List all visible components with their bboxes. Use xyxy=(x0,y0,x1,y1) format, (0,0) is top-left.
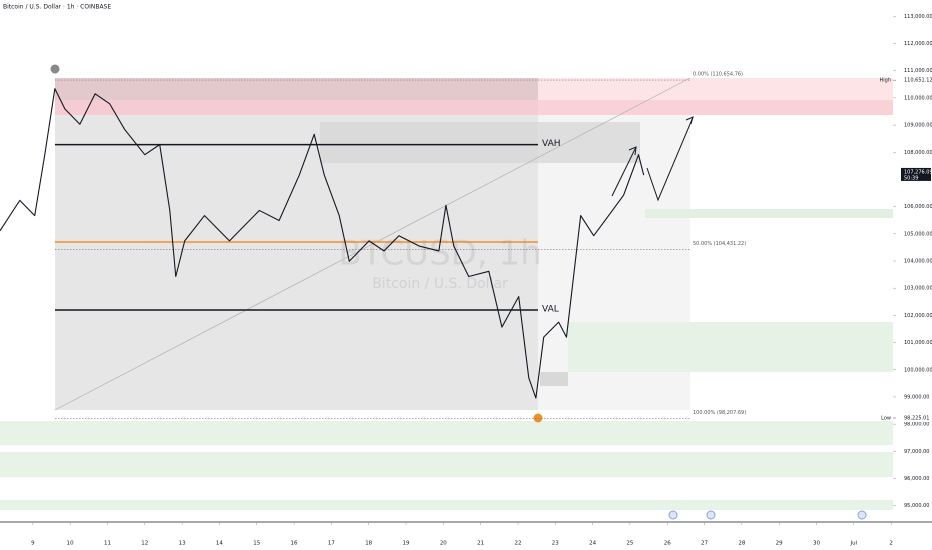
low-label-bg xyxy=(897,414,932,423)
last-price: 107,276.09 xyxy=(904,169,932,175)
event-icon[interactable] xyxy=(857,510,867,520)
x-tick-label: 17 xyxy=(328,541,335,547)
x-tick-label: 18 xyxy=(365,541,372,547)
y-tick-label: 100,000.00 xyxy=(904,367,932,373)
y-tick-label: 95,000.00 xyxy=(904,503,929,509)
value-box xyxy=(320,122,640,163)
up-arrow xyxy=(611,146,637,197)
x-tick-label: 14 xyxy=(216,541,223,547)
x-tick-label: 20 xyxy=(440,541,447,547)
y-tick-label: 112,000.00 xyxy=(904,41,932,47)
x-tick-label: 29 xyxy=(776,541,783,547)
trend-line xyxy=(54,77,691,411)
watermark-name: Bitcoin / U.S. Dollar xyxy=(372,276,508,292)
price-axis xyxy=(893,0,932,550)
event-icon[interactable] xyxy=(706,510,716,520)
x-tick-label: Jul xyxy=(849,541,857,547)
y-tick-label: 96,000.00 xyxy=(904,476,929,482)
demand-zone xyxy=(0,452,893,477)
high-label-bg xyxy=(897,76,932,85)
projection-path xyxy=(646,116,694,202)
demand-zone xyxy=(0,500,893,510)
event-icon[interactable] xyxy=(668,510,678,520)
last-price-box xyxy=(901,167,931,181)
x-tick-label: 30 xyxy=(813,541,820,547)
demand-zone xyxy=(0,421,893,445)
x-tick-label: 24 xyxy=(589,541,596,547)
x-tick-label: 27 xyxy=(701,541,708,547)
high-marker xyxy=(50,64,60,74)
y-tick-label: 106,000.00 xyxy=(904,204,932,210)
x-tick-label: 19 xyxy=(403,541,410,547)
projection-arrowhead xyxy=(685,116,694,125)
x-tick-label: 22 xyxy=(514,541,521,547)
y-tick-label: 103,000.00 xyxy=(904,286,932,292)
fib-label: 50.00% (104,431.22) xyxy=(693,241,746,247)
x-tick-label: 9 xyxy=(31,541,35,547)
y-tick-label: 111,000.00 xyxy=(904,68,932,74)
x-tick-label: 15 xyxy=(253,541,260,547)
y-tick-label: 101,000.00 xyxy=(904,340,932,346)
watermark-symbol: BTCUSD, 1h xyxy=(338,234,541,274)
y-tick-label: 98,000.00 xyxy=(904,422,929,428)
x-tick-label: 11 xyxy=(104,541,111,547)
supply-band xyxy=(55,100,893,115)
level-label: VAH xyxy=(542,139,561,149)
fib-label: 0.00% (110,654.76) xyxy=(693,72,743,78)
x-tick-label: 26 xyxy=(664,541,671,547)
x-tick-label: 2 xyxy=(889,541,893,547)
fib-label: 100.00% (98,207.69) xyxy=(693,410,746,416)
price-line xyxy=(0,88,645,399)
y-tick-label: 109,000.00 xyxy=(904,123,932,129)
demand-zone xyxy=(645,209,893,218)
gap-box xyxy=(540,372,568,386)
x-tick-label: 13 xyxy=(179,541,186,547)
x-tick-label: 23 xyxy=(552,541,559,547)
y-tick-label: 105,000.00 xyxy=(904,231,932,237)
low-label: Low xyxy=(881,416,891,422)
x-tick-label: 10 xyxy=(67,541,74,547)
x-tick-label: 12 xyxy=(141,541,148,547)
x-tick-label: 25 xyxy=(626,541,633,547)
high-value: 110,651.12 xyxy=(904,78,932,84)
low-marker xyxy=(533,413,543,423)
y-tick-label: 99,000.00 xyxy=(904,394,929,400)
up-arrowhead xyxy=(628,146,637,156)
high-label: High xyxy=(880,78,892,84)
event-icons xyxy=(668,510,867,520)
y-tick-label: 108,000.00 xyxy=(904,150,932,156)
x-tick-label: 16 xyxy=(291,541,298,547)
y-tick-label: 97,000.00 xyxy=(904,449,929,455)
header-title: Bitcoin / U.S. Dollar · 1h · COINBASE xyxy=(3,4,111,11)
y-tick-label: 102,000.00 xyxy=(904,313,932,319)
x-tick-label: 28 xyxy=(738,541,745,547)
level-label: VAL xyxy=(542,304,559,314)
y-tick-label: 113,000.00 xyxy=(904,14,932,20)
y-tick-label: 110,000.00 xyxy=(904,95,932,101)
y-tick-label: 104,000.00 xyxy=(904,259,932,265)
low-value: 98,225.01 xyxy=(904,416,929,422)
countdown: 50:39 xyxy=(904,175,918,181)
x-tick-label: 21 xyxy=(477,541,484,547)
demand-zone xyxy=(568,322,893,372)
